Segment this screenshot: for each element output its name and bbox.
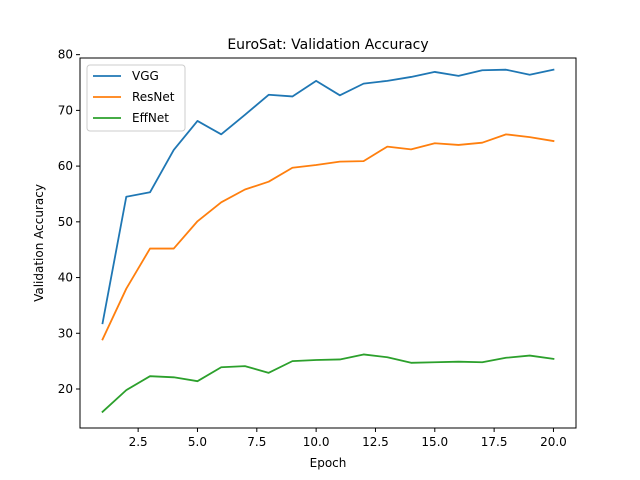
legend: VGG ResNet EffNet — [86, 64, 186, 132]
plot-area — [79, 57, 577, 429]
series-line-resnet — [101, 133, 555, 341]
x-tick-label: 7.5 — [247, 435, 266, 449]
legend-label-resnet: ResNet — [132, 90, 175, 104]
plot-frame — [79, 57, 577, 429]
x-tick-label: 20.0 — [540, 435, 567, 449]
x-tick-label: 5.0 — [188, 435, 207, 449]
x-tick-label: 12.5 — [362, 435, 389, 449]
x-axis-label: Epoch — [310, 456, 347, 470]
x-tick-label: 17.5 — [481, 435, 508, 449]
y-tick-label: 30 — [58, 326, 73, 340]
x-tick-label: 15.0 — [421, 435, 448, 449]
series-lines — [101, 68, 555, 414]
y-axis: 20 30 40 50 60 70 80 — [58, 48, 80, 396]
y-tick-label: 60 — [58, 159, 73, 173]
legend-box — [86, 64, 186, 132]
legend-label-effnet: EffNet — [132, 111, 169, 125]
x-axis: 2.5 5.0 7.5 10.0 12.5 15.0 17.5 20.0 — [129, 428, 567, 449]
y-tick-label: 80 — [58, 48, 73, 62]
y-tick-label: 20 — [58, 382, 73, 396]
y-tick-label: 70 — [58, 103, 73, 117]
x-tick-label: 10.0 — [303, 435, 330, 449]
series-line-vgg — [101, 68, 555, 325]
y-tick-label: 40 — [58, 271, 73, 285]
y-tick-label: 50 — [58, 215, 73, 229]
x-tick-label: 2.5 — [129, 435, 148, 449]
chart-title: EuroSat: Validation Accuracy — [227, 37, 428, 53]
legend-label-vgg: VGG — [132, 69, 159, 83]
series-line-effnet — [101, 353, 555, 414]
y-axis-label: Validation Accuracy — [32, 184, 46, 302]
